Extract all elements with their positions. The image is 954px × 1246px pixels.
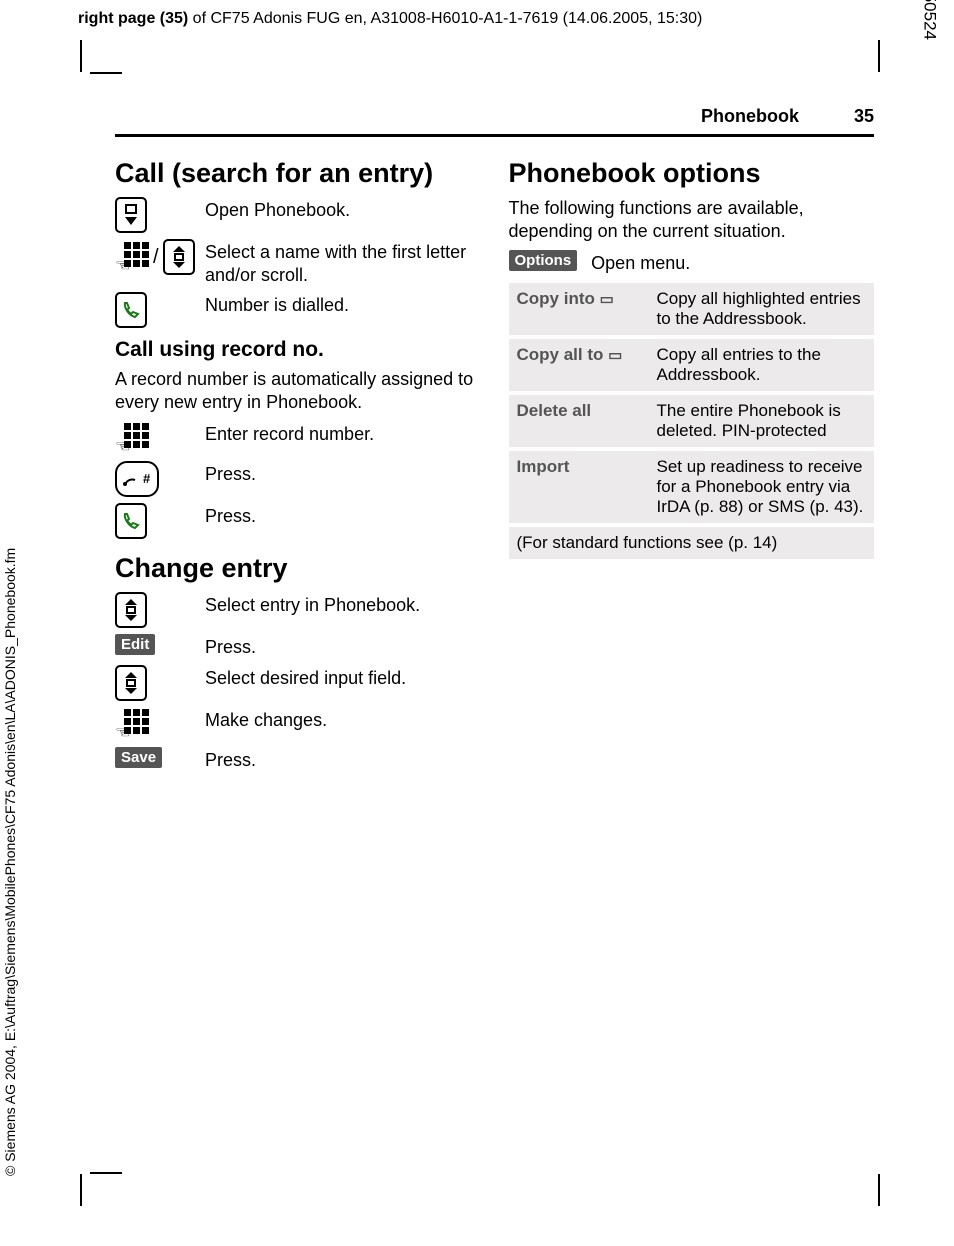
addressbook-icon: ▭	[600, 291, 614, 308]
step-enter-record: Enter record number.	[205, 421, 374, 446]
options-row: Delete all The entire Phonebook is delet…	[509, 393, 875, 449]
phonebook-down-key-icon	[115, 197, 147, 233]
step-select-field: Select desired input field.	[205, 665, 406, 690]
keypad-icon: ☜	[115, 240, 149, 274]
page-meta-bold: right page (35)	[78, 10, 188, 27]
nav-updown-key-icon	[115, 665, 147, 701]
options-row-key: Import	[509, 449, 649, 525]
options-row-value: Set up readiness to receive for a Phoneb…	[649, 449, 875, 525]
step-open-phonebook: Open Phonebook.	[205, 197, 350, 222]
options-table: Copy into ▭Copy all highlighted entries …	[509, 283, 875, 563]
options-row-value: The entire Phonebook is deleted. PIN-pro…	[649, 393, 875, 449]
keypad-icon: ☜	[115, 707, 149, 741]
running-head-rule	[115, 134, 874, 137]
side-right-template: Template: X75, Version 2.2; VAR Language…	[920, 0, 940, 40]
options-row-value: Copy all entries to the Addressbook.	[649, 337, 875, 393]
left-column: Call (search for an entry) Open Phoneboo…	[115, 152, 481, 777]
side-left-path: © Siemens AG 2004, E:\Auftrag\Siemens\Mo…	[2, 548, 18, 1176]
step-press-call: Press.	[205, 503, 256, 528]
running-head-title: Phonebook	[701, 106, 799, 126]
options-row: Copy all to ▭Copy all entries to the Add…	[509, 337, 875, 393]
crop-mark	[878, 1174, 880, 1206]
heading-record-no: Call using record no.	[115, 338, 481, 362]
options-row-value: Copy all highlighted entries to the Addr…	[649, 283, 875, 337]
crop-mark	[878, 40, 880, 72]
options-footer: (For standard functions see (p. 14)	[509, 525, 875, 561]
save-softkey: Save	[115, 747, 162, 768]
step-open-menu: Open menu.	[591, 250, 690, 275]
options-row-key: Copy into ▭	[509, 283, 649, 337]
call-key-icon	[115, 292, 147, 328]
options-row-key: Copy all to ▭	[509, 337, 649, 393]
crop-mark	[80, 1174, 82, 1206]
page-meta-header: right page (35) of CF75 Adonis FUG en, A…	[78, 10, 702, 28]
page-meta-rest: of CF75 Adonis FUG en, A31008-H6010-A1-1…	[188, 10, 702, 27]
slash: /	[151, 246, 161, 269]
heading-change-entry: Change entry	[115, 553, 481, 584]
crop-mark	[90, 72, 122, 74]
running-head: Phonebook 35	[701, 106, 874, 127]
options-softkey: Options	[509, 250, 578, 271]
svg-text:#: #	[143, 471, 151, 486]
nav-updown-key-icon	[163, 239, 195, 275]
step-make-changes: Make changes.	[205, 707, 327, 732]
right-column: Phonebook options The following function…	[509, 152, 875, 777]
step-press-save: Press.	[205, 747, 256, 772]
addressbook-icon: ▭	[608, 347, 622, 364]
step-press-edit: Press.	[205, 634, 256, 659]
step-press-hash: Press.	[205, 461, 256, 486]
options-row: Copy into ▭Copy all highlighted entries …	[509, 283, 875, 337]
step-number-dialled: Number is dialled.	[205, 292, 349, 317]
record-no-body: A record number is automatically assigne…	[115, 368, 481, 413]
running-head-page: 35	[854, 106, 874, 126]
crop-mark	[80, 40, 82, 72]
keypad-icon: ☜	[115, 421, 149, 455]
heading-phonebook-options: Phonebook options	[509, 158, 875, 189]
heading-call-search: Call (search for an entry)	[115, 158, 481, 189]
options-row: Import Set up readiness to receive for a…	[509, 449, 875, 525]
options-row-key: Delete all	[509, 393, 649, 449]
hash-key-icon: #	[115, 461, 159, 497]
step-select-entry: Select entry in Phonebook.	[205, 592, 420, 617]
nav-updown-key-icon	[115, 592, 147, 628]
call-key-icon	[115, 503, 147, 539]
crop-mark	[90, 1172, 122, 1174]
step-select-name: Select a name with the first letter and/…	[205, 239, 481, 286]
options-intro: The following functions are available, d…	[509, 197, 875, 242]
edit-softkey: Edit	[115, 634, 155, 655]
